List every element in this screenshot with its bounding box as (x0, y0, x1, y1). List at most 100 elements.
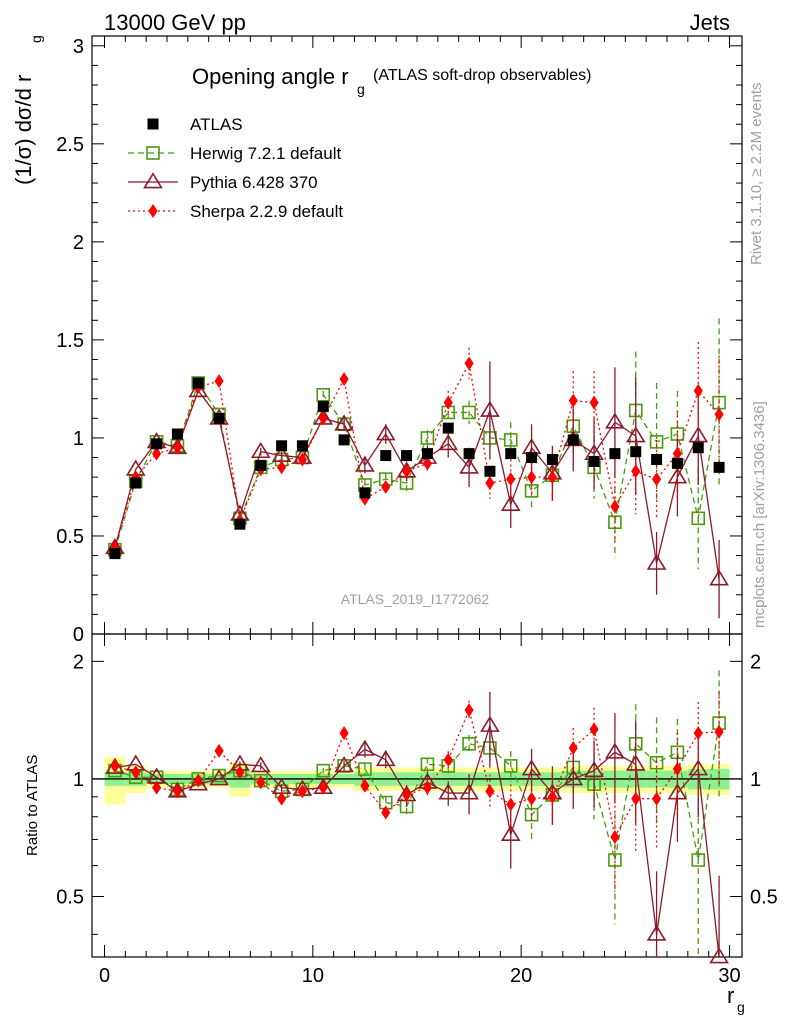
ratio-marker-sherpa (131, 765, 141, 780)
y-axis-label-main: (1/σ) dσ/d r g (11, 35, 44, 185)
marker-sherpa (527, 470, 537, 485)
ratio-marker-herwig (649, 755, 664, 770)
marker-sherpa (485, 476, 495, 490)
ratio-marker-sherpa (360, 778, 370, 793)
ratio-marker-herwig (420, 757, 435, 772)
ratio-marker-herwig (316, 763, 331, 778)
data-point-atlas (484, 465, 496, 477)
marker-sherpa (339, 372, 349, 387)
ratio-line-pythia (114, 725, 720, 958)
ratio-marker-pythia (584, 760, 604, 778)
ratio-marker-sherpa (256, 775, 266, 790)
ratio-marker-sherpa (339, 726, 349, 741)
ratio-marker-sherpa (589, 722, 599, 737)
data-point-atlas (255, 459, 267, 471)
ratio-y-tick-label-right: 0.5 (750, 887, 778, 909)
x-axis-label: r (727, 983, 734, 1008)
ratio-marker-sherpa (652, 791, 662, 806)
ratio-marker-sherpa (714, 724, 724, 739)
marker-herwig (316, 387, 331, 402)
marker-pythia (667, 467, 688, 484)
ratio-marker-sherpa (381, 805, 391, 820)
legend-marker-pythia (143, 172, 163, 189)
marker-pythia (250, 441, 271, 459)
ratio-marker-pythia (250, 756, 271, 773)
marker-herwig (524, 484, 539, 498)
ratio-y-tick-label-right: 2 (750, 651, 761, 673)
ratio-marker-pythia (563, 769, 584, 786)
ratio-y-tick-label-right: 1 (750, 769, 761, 791)
data-point-atlas (505, 448, 517, 460)
data-point-atlas (151, 438, 163, 450)
ratio-marker-pythia (209, 769, 229, 786)
ratio-y-tick-label: 0.5 (56, 887, 84, 909)
ratio-marker-pythia (688, 759, 709, 776)
marker-sherpa (277, 460, 287, 475)
legend-marker-atlas (147, 118, 159, 130)
marker-sherpa (110, 540, 120, 555)
marker-sherpa (568, 393, 578, 408)
ratio-marker-sherpa (506, 797, 516, 812)
y-tick-label: 0.5 (56, 526, 84, 548)
ratio-marker-pythia (375, 749, 396, 767)
ratio-marker-sherpa (172, 784, 182, 799)
marker-sherpa (318, 411, 328, 426)
marker-sherpa (693, 383, 703, 398)
ratio-marker-sherpa (443, 752, 453, 767)
ratio-marker-herwig (503, 759, 518, 773)
y-axis-label-main-sub: g (28, 35, 44, 43)
ratio-marker-pythia (521, 759, 542, 776)
marker-herwig (649, 435, 664, 449)
side-label-mcplots: mcplots.cern.ch [arXiv:1306.3436] (751, 401, 768, 628)
data-point-atlas (526, 452, 538, 464)
data-point-atlas (338, 434, 350, 446)
ratio-marker-sherpa (422, 780, 432, 795)
data-point-atlas (213, 412, 225, 424)
data-point-atlas (380, 450, 392, 462)
ratio-marker-pythia (438, 783, 459, 800)
ratio-plot-frame (91, 633, 743, 958)
x-tick-label: 0 (99, 965, 110, 987)
data-point-atlas (401, 450, 413, 462)
ratio-marker-sherpa (693, 726, 703, 741)
legend-label-herwig: Herwig 7.2.1 default (190, 144, 341, 163)
ratio-marker-herwig (462, 737, 476, 751)
data-point-atlas (546, 454, 558, 466)
data-point-atlas (671, 457, 683, 469)
x-tick-label: 10 (302, 965, 324, 987)
marker-pythia (605, 412, 625, 429)
data-point-atlas (442, 422, 454, 434)
header-left: 13000 GeV pp (104, 10, 246, 35)
legend: ATLAS Herwig 7.2.1 default Pythia 6.428 37… (128, 115, 343, 221)
analysis-id: ATLAS_2019_I1772062 (341, 591, 490, 607)
marker-sherpa (672, 446, 682, 461)
data-point-atlas (421, 448, 433, 460)
x-tick-label: 30 (718, 965, 740, 987)
data-point-atlas (317, 401, 329, 413)
data-point-atlas (171, 428, 183, 440)
marker-sherpa (547, 470, 557, 485)
chart-title-note: (ATLAS soft-drop observables) (373, 67, 591, 84)
ratio-marker-sherpa (297, 784, 307, 799)
marker-sherpa (506, 472, 516, 487)
y-axis-label-main-text: (1/σ) dσ/d r (11, 75, 36, 185)
data-point-atlas (630, 446, 642, 458)
data-point-atlas (359, 487, 371, 499)
data-point-atlas (651, 454, 663, 466)
marker-sherpa (214, 374, 224, 389)
chart-title-main: Opening angle r (192, 64, 349, 89)
data-point-atlas (192, 377, 204, 389)
data-point-atlas (463, 448, 475, 460)
legend-label-atlas: ATLAS (190, 115, 243, 134)
legend-label-sherpa: Sherpa 2.2.9 default (190, 202, 343, 221)
ratio-marker-sherpa (214, 743, 224, 758)
data-point-atlas (296, 440, 308, 452)
data-point-atlas (692, 442, 704, 454)
marker-sherpa (381, 479, 391, 494)
marker-sherpa (610, 499, 620, 514)
marker-sherpa (422, 456, 432, 471)
marker-sherpa (464, 356, 474, 371)
marker-sherpa (631, 464, 641, 479)
